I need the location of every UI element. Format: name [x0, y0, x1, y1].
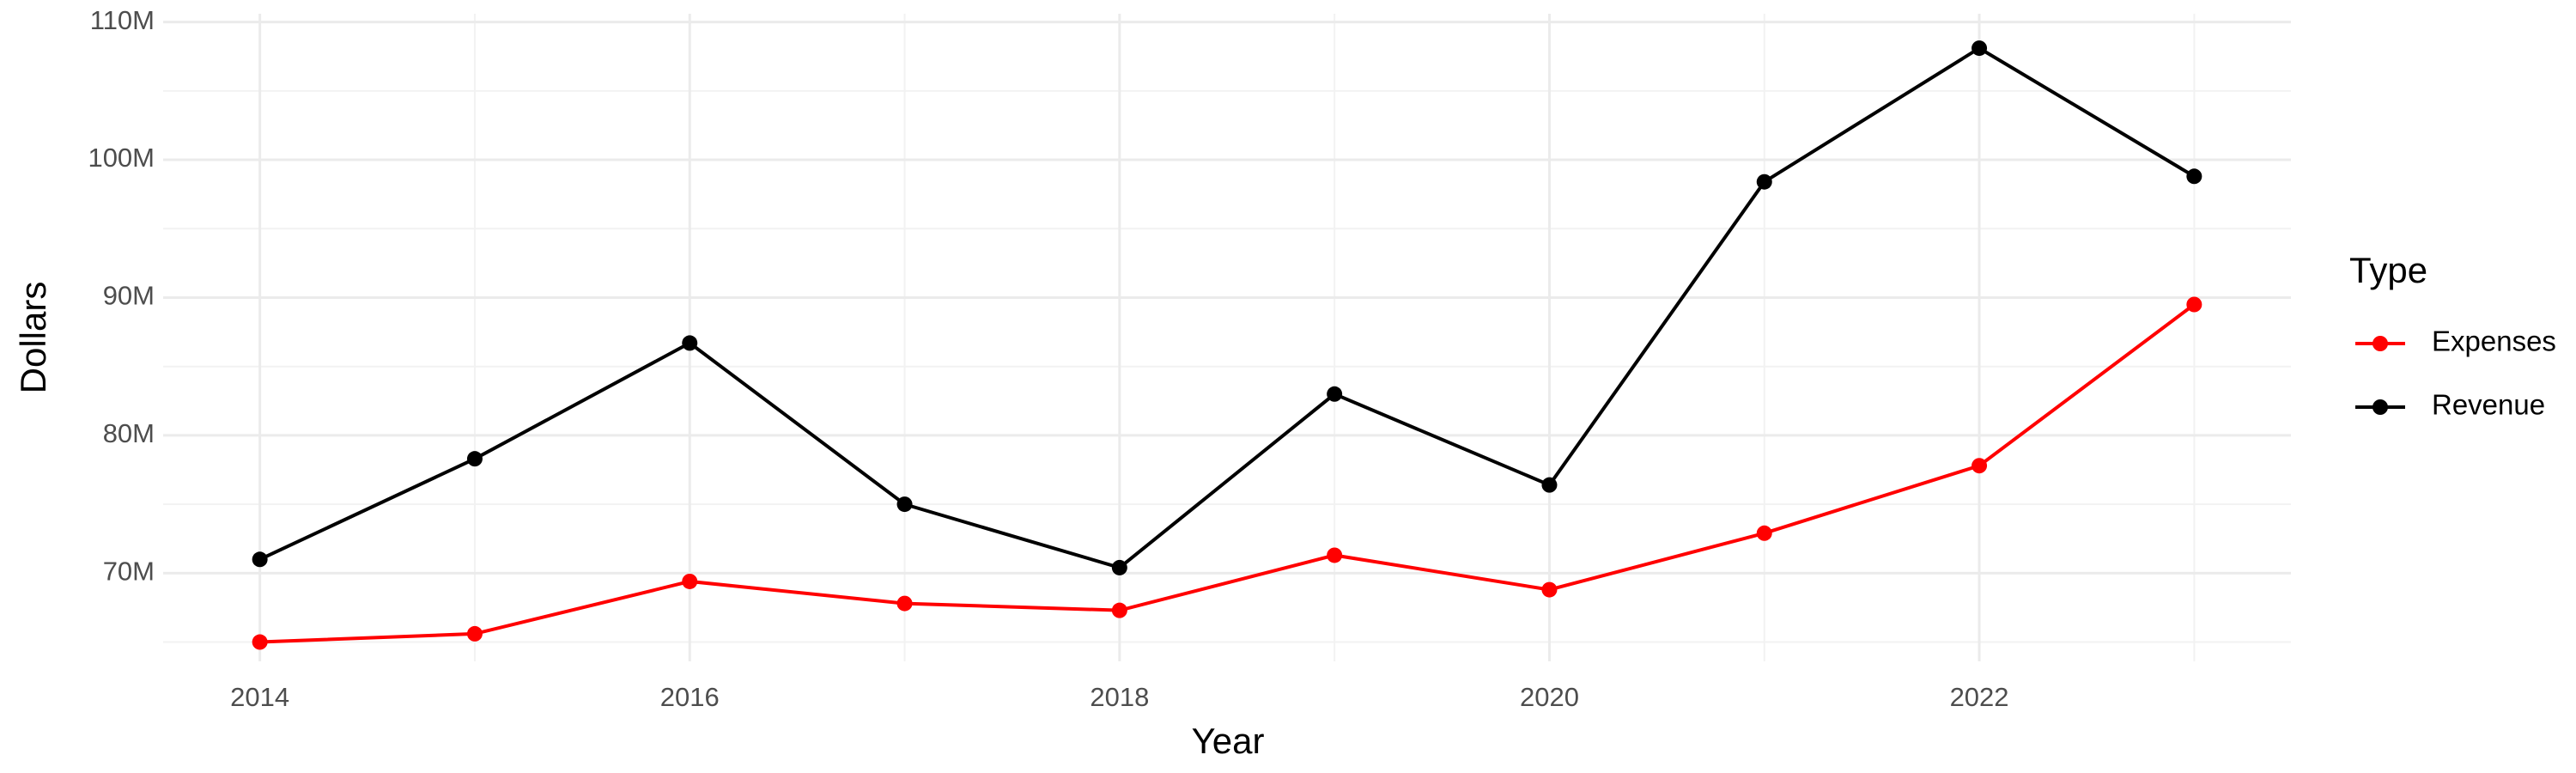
data-point — [682, 335, 698, 351]
legend-label: Expenses — [2432, 326, 2556, 357]
data-point — [896, 595, 913, 612]
data-point — [466, 451, 483, 467]
x-tick-label: 2022 — [1950, 682, 2009, 712]
x-axis-title: Year — [1192, 721, 1265, 761]
legend-title: Type — [2349, 250, 2427, 290]
x-tick-label: 2018 — [1090, 682, 1149, 712]
data-point — [1541, 477, 1558, 493]
data-point — [252, 634, 268, 650]
data-point — [1756, 173, 1772, 190]
y-tick-label: 80M — [103, 418, 155, 448]
data-point — [1327, 547, 1343, 563]
data-point — [2186, 296, 2202, 313]
grid — [163, 14, 2291, 661]
legend-key-point — [2372, 336, 2388, 351]
y-tick-label: 70M — [103, 557, 155, 587]
y-axis-title: Dollars — [13, 282, 53, 394]
legend-key-point — [2372, 399, 2388, 415]
y-tick-label: 90M — [103, 281, 155, 311]
data-point — [1541, 581, 1558, 598]
series-line — [259, 302, 2196, 644]
data-point — [682, 573, 698, 589]
x-tick-label: 2016 — [660, 682, 720, 712]
data-point — [2186, 168, 2202, 185]
y-tick-label: 110M — [90, 5, 155, 35]
data-point — [1111, 559, 1127, 575]
data-point — [1111, 602, 1127, 618]
data-point — [252, 551, 268, 568]
x-tick-label: 2014 — [230, 682, 289, 712]
data-point — [1327, 386, 1343, 402]
legend-label: Revenue — [2432, 389, 2545, 421]
y-tick-label: 100M — [88, 143, 155, 173]
data-point — [1971, 458, 1988, 474]
series-line — [258, 46, 2196, 570]
x-tick-label: 2020 — [1520, 682, 1579, 712]
data-point — [896, 496, 913, 513]
data-point — [1756, 525, 1772, 541]
data-point — [1971, 40, 1988, 57]
data-point — [466, 625, 483, 642]
